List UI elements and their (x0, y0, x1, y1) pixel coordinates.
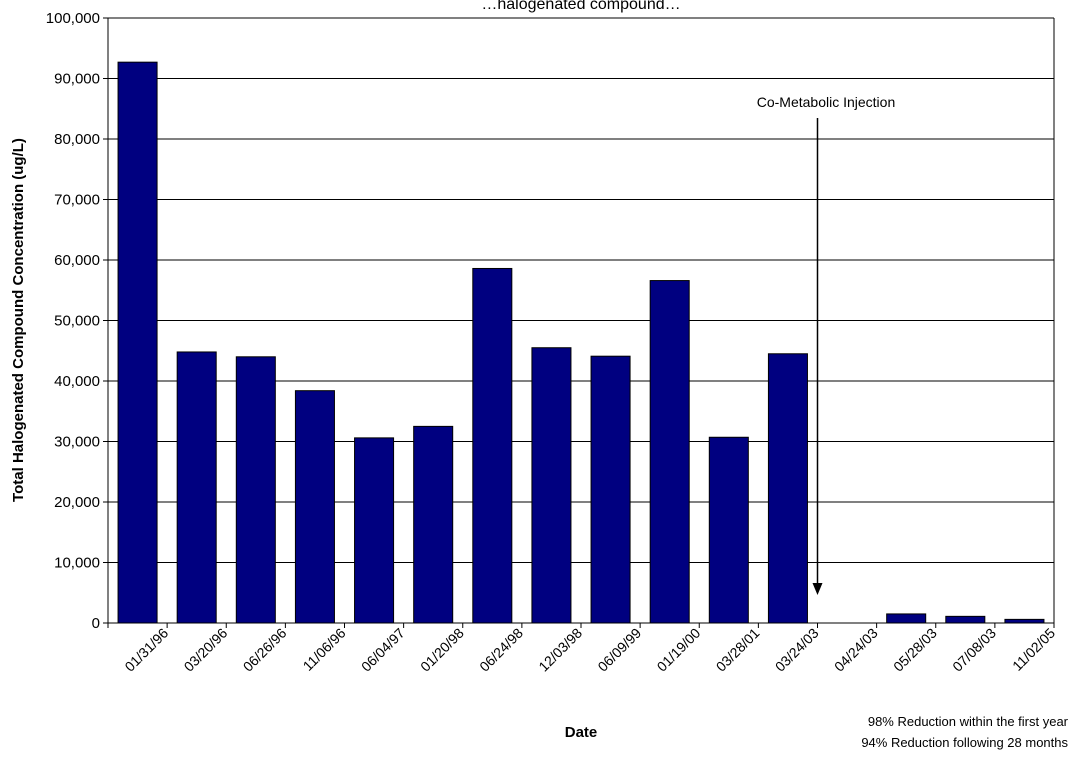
bar (767, 353, 808, 624)
bar (413, 425, 454, 624)
bar (294, 390, 335, 624)
bar (354, 437, 395, 624)
annotation-label: Co-Metabolic Injection (757, 94, 896, 110)
bar (472, 267, 513, 624)
x-tick-label: 06/09/99 (594, 625, 644, 675)
bar (649, 280, 690, 624)
x-tick-label: 07/08/03 (949, 625, 999, 675)
bar (1004, 618, 1045, 624)
y-tick-label: 40,000 (54, 373, 100, 390)
x-tick-label: 03/20/96 (181, 625, 231, 675)
bar (886, 613, 927, 624)
x-tick-label: 05/28/03 (890, 625, 940, 675)
x-tick-label: 03/28/01 (713, 625, 763, 675)
bar (117, 61, 158, 624)
x-tick-label: 01/31/96 (121, 625, 171, 675)
bar (235, 356, 276, 624)
y-tick-label: 70,000 (54, 192, 100, 209)
y-tick-label: 10,000 (54, 555, 100, 572)
y-tick-label: 20,000 (54, 494, 100, 511)
bar (590, 355, 631, 624)
bar (708, 436, 749, 624)
y-tick-label: 80,000 (54, 131, 100, 148)
annotation: Co-Metabolic Injection (757, 94, 896, 595)
y-tick-label: 0 (92, 615, 100, 632)
x-tick-label: 06/24/98 (476, 625, 526, 675)
chart-title: …halogenated compound… (481, 0, 680, 13)
y-tick-label: 50,000 (54, 313, 100, 330)
y-tick-label: 60,000 (54, 252, 100, 269)
y-axis-title: Total Halogenated Compound Concentration… (10, 138, 27, 502)
note-line-1: 98% Reduction within the first year (868, 714, 1069, 729)
x-tick-label: 12/03/98 (535, 625, 585, 675)
y-tick-label: 90,000 (54, 71, 100, 88)
y-tick-label: 100,000 (46, 10, 100, 27)
x-tick-label: 11/06/96 (299, 625, 348, 674)
bar (945, 615, 986, 624)
x-tick-label: 06/04/97 (358, 625, 408, 675)
x-tick-label: 01/20/98 (417, 625, 467, 675)
x-axis-title: Date (565, 724, 598, 741)
bar (531, 347, 572, 624)
note-line-2: 94% Reduction following 28 months (861, 735, 1068, 750)
x-tick-label: 03/24/03 (772, 625, 822, 675)
annotation-arrow-head (812, 583, 823, 595)
x-tick-label: 06/26/96 (240, 625, 290, 675)
bar (176, 351, 217, 624)
y-tick-label: 30,000 (54, 434, 100, 451)
x-tick-label: 11/02/05 (1009, 625, 1058, 674)
x-tick-label: 01/19/00 (654, 625, 704, 675)
x-tick-label: 04/24/03 (831, 625, 881, 675)
